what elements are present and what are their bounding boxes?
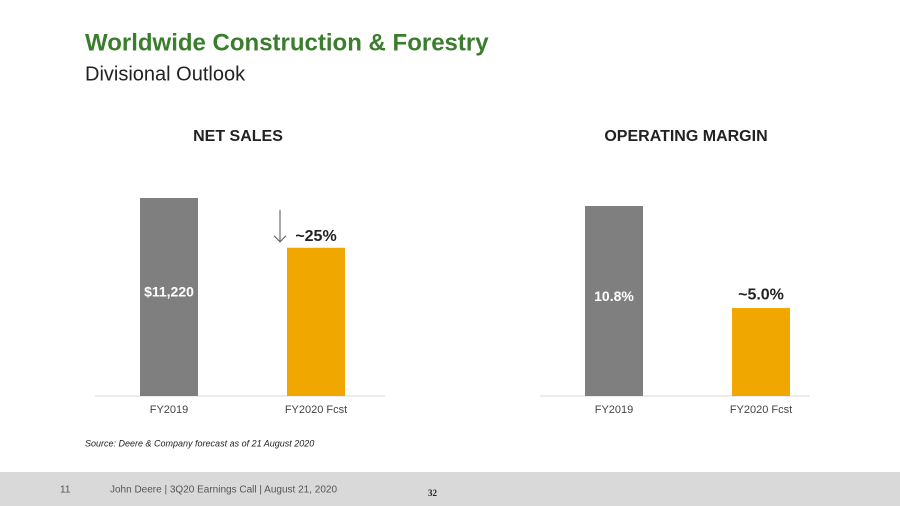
x-tick-label: FY2019 — [595, 404, 634, 416]
footer-text: John Deere | 3Q20 Earnings Call | August… — [110, 485, 337, 496]
bar — [732, 308, 790, 396]
bar — [585, 206, 643, 396]
chart-title: NET SALES — [193, 128, 283, 145]
x-tick-label: FY2020 Fcst — [730, 404, 792, 416]
value-label: ~5.0% — [738, 286, 784, 303]
bar — [140, 198, 198, 396]
value-label: 10.8% — [594, 288, 634, 304]
footer-page: 11 — [60, 485, 71, 496]
source-note: Source: Deere & Company forecast as of 2… — [85, 438, 314, 448]
bar — [287, 247, 345, 396]
title: Worldwide Construction & Forestry — [85, 29, 489, 56]
subtitle: Divisional Outlook — [85, 63, 246, 85]
footer-number: 32 — [428, 488, 438, 498]
value-label: $11,220 — [144, 284, 194, 300]
footer-band — [0, 472, 900, 506]
x-tick-label: FY2020 Fcst — [285, 404, 347, 416]
arrow-head — [273, 235, 287, 243]
chart-title: OPERATING MARGIN — [604, 128, 767, 145]
change-label: ~25% — [295, 228, 336, 245]
x-tick-label: FY2019 — [150, 404, 189, 416]
